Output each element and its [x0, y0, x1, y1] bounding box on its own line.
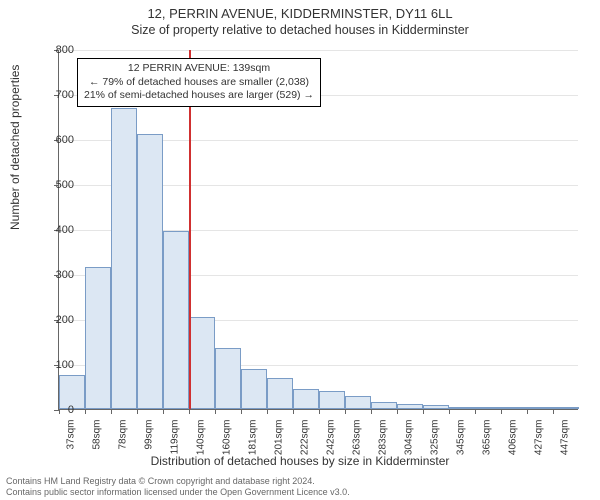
x-tick-mark [475, 410, 476, 414]
histogram-bar [319, 391, 344, 409]
histogram-bar [527, 407, 552, 409]
x-tick-label: 263sqm [352, 420, 363, 460]
histogram-bar [293, 389, 318, 409]
x-tick-label: 427sqm [534, 420, 545, 460]
x-tick-mark [553, 410, 554, 414]
x-tick-mark [345, 410, 346, 414]
x-tick-mark [293, 410, 294, 414]
x-tick-mark [371, 410, 372, 414]
y-tick-label: 800 [34, 44, 74, 56]
y-tick-label: 700 [34, 89, 74, 101]
title-sub: Size of property relative to detached ho… [0, 21, 600, 37]
histogram-bar [423, 405, 448, 409]
x-tick-label: 201sqm [274, 420, 285, 460]
x-tick-label: 58sqm [92, 420, 103, 460]
chart-plot-area: 12 PERRIN AVENUE: 139sqm← 79% of detache… [58, 50, 578, 410]
x-tick-mark [397, 410, 398, 414]
histogram-bar [475, 407, 500, 409]
histogram-bar [267, 378, 292, 410]
x-tick-label: 304sqm [404, 420, 415, 460]
x-tick-mark [85, 410, 86, 414]
y-tick-label: 400 [34, 224, 74, 236]
histogram-bar [397, 404, 422, 409]
gridline [59, 50, 578, 51]
y-tick-label: 600 [34, 134, 74, 146]
footer-attribution: Contains HM Land Registry data © Crown c… [6, 476, 350, 499]
x-tick-mark [267, 410, 268, 414]
x-tick-mark [189, 410, 190, 414]
x-tick-label: 78sqm [118, 420, 129, 460]
histogram-bar [501, 407, 526, 409]
histogram-bar [137, 134, 162, 409]
x-tick-label: 365sqm [482, 420, 493, 460]
histogram-bar [345, 396, 370, 409]
x-tick-label: 99sqm [144, 420, 155, 460]
histogram-bar [189, 317, 214, 409]
x-tick-label: 119sqm [170, 420, 181, 460]
histogram-bar [553, 407, 578, 409]
annotation-box: 12 PERRIN AVENUE: 139sqm← 79% of detache… [77, 58, 321, 107]
y-tick-label: 500 [34, 179, 74, 191]
annotation-line: 21% of semi-detached houses are larger (… [84, 89, 314, 103]
y-tick-label: 200 [34, 314, 74, 326]
footer-line-1: Contains HM Land Registry data © Crown c… [6, 476, 350, 487]
x-tick-mark [137, 410, 138, 414]
footer-line-2: Contains public sector information licen… [6, 487, 350, 498]
x-tick-mark [501, 410, 502, 414]
x-tick-label: 160sqm [222, 420, 233, 460]
histogram-bar [241, 369, 266, 410]
x-tick-label: 242sqm [326, 420, 337, 460]
x-tick-mark [111, 410, 112, 414]
histogram-bar [215, 348, 240, 409]
y-tick-label: 300 [34, 269, 74, 281]
x-tick-mark [163, 410, 164, 414]
histogram-bar [163, 231, 188, 409]
y-tick-label: 0 [34, 404, 74, 416]
x-tick-label: 140sqm [196, 420, 207, 460]
histogram-bar [449, 407, 474, 409]
x-tick-mark [215, 410, 216, 414]
x-tick-label: 181sqm [248, 420, 259, 460]
histogram-bar [85, 267, 110, 409]
x-tick-label: 283sqm [378, 420, 389, 460]
x-tick-mark [319, 410, 320, 414]
x-tick-mark [423, 410, 424, 414]
x-tick-label: 325sqm [430, 420, 441, 460]
x-tick-mark [527, 410, 528, 414]
x-tick-label: 37sqm [66, 420, 77, 460]
x-tick-mark [241, 410, 242, 414]
annotation-line: 12 PERRIN AVENUE: 139sqm [84, 62, 314, 76]
histogram-bar [111, 108, 136, 410]
x-tick-label: 406sqm [508, 420, 519, 460]
x-tick-label: 345sqm [456, 420, 467, 460]
y-tick-label: 100 [34, 359, 74, 371]
x-tick-label: 222sqm [300, 420, 311, 460]
histogram-bar [371, 402, 396, 409]
x-tick-mark [449, 410, 450, 414]
title-main: 12, PERRIN AVENUE, KIDDERMINSTER, DY11 6… [0, 0, 600, 21]
y-axis-label: Number of detached properties [8, 65, 22, 230]
x-tick-label: 447sqm [560, 420, 571, 460]
annotation-line: ← 79% of detached houses are smaller (2,… [84, 76, 314, 90]
